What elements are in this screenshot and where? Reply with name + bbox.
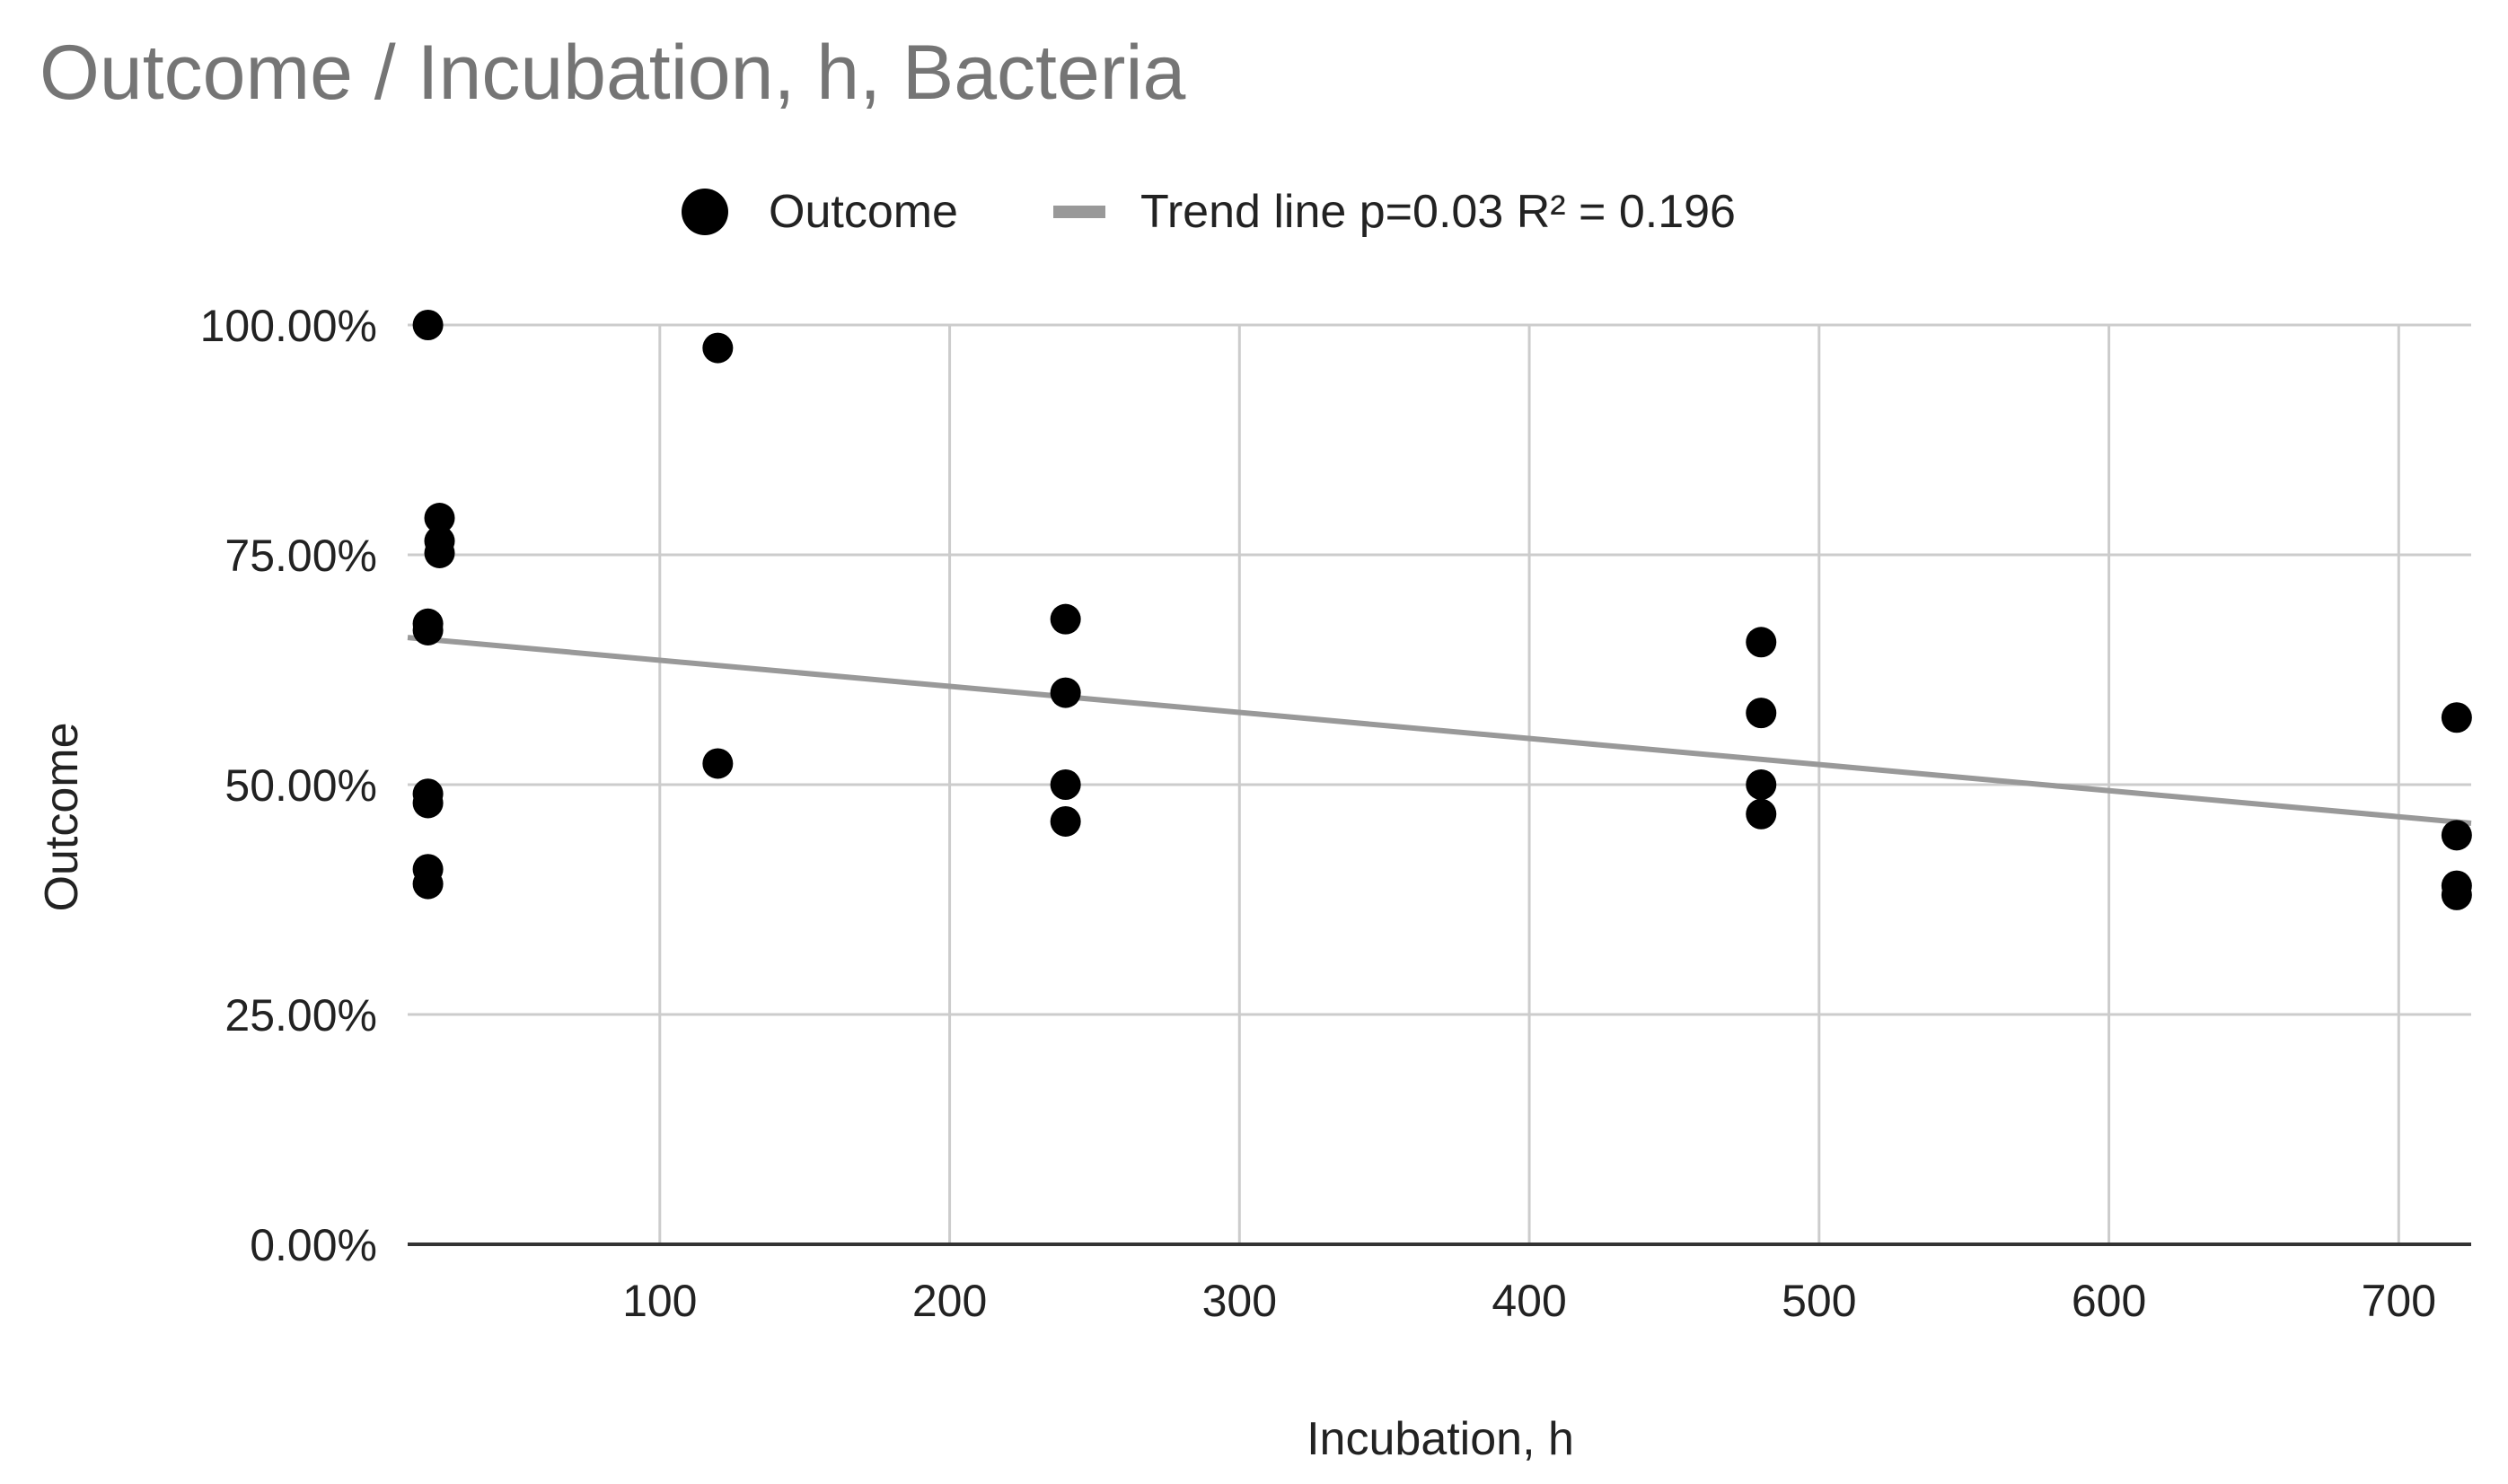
data-point [702,332,734,364]
data-point [1050,603,1081,635]
x-tick-label: 200 [912,1276,987,1326]
legend-marker-trendline [1053,206,1105,218]
data-point [2441,879,2472,910]
x-tick-label: 600 [2072,1276,2146,1326]
data-point [1050,769,1081,800]
data-point [1746,627,1777,658]
data-point [412,787,444,819]
x-tick-label: 300 [1202,1276,1277,1326]
trendline [407,635,2472,826]
x-tick-label: 700 [2362,1276,2436,1326]
data-points [412,310,2472,910]
x-axis-title: Incubation, h [1307,1413,1574,1465]
x-tick-label: 500 [1782,1276,1856,1326]
data-point [1746,698,1777,729]
legend-label-trendline: Trend line p=0.03 R² = 0.196 [1140,186,1736,238]
data-point [702,748,734,779]
chart-title: Outcome / Incubation, h, Bacteria [40,30,1186,116]
y-axis-title: Outcome [36,723,88,912]
x-tick-label: 100 [622,1276,697,1326]
y-tick-label: 100.00% [200,301,377,351]
legend-label-outcome: Outcome [769,186,958,238]
y-tick-label: 25.00% [224,990,377,1041]
gridlines [408,323,2471,1244]
data-point [412,614,444,645]
data-point [1746,769,1777,800]
legend: Outcome Trend line p=0.03 R² = 0.196 [682,186,1736,238]
tick-labels: 0.00% 25.00% 50.00% 75.00% 100.00% 100 200 300 4… [200,301,2436,1326]
data-point [1050,805,1081,837]
data-point [424,503,455,534]
y-tick-label: 50.00% [224,760,377,811]
y-tick-label: 75.00% [224,531,377,581]
data-point [412,310,444,340]
data-point [1050,677,1081,708]
legend-marker-outcome [682,189,728,235]
x-tick-label: 400 [1492,1276,1566,1326]
data-point [1746,798,1777,830]
data-point [424,537,455,568]
data-point [412,868,444,900]
data-point [2441,820,2472,851]
data-point [2441,702,2472,733]
trendline-layer [407,635,2472,826]
y-tick-label: 0.00% [250,1220,377,1270]
